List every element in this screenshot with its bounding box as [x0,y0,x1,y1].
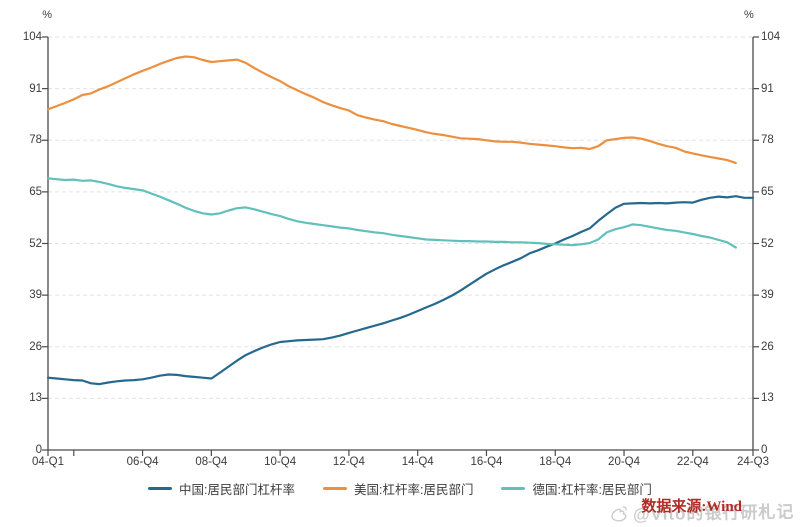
us-line-swatch-icon [323,486,348,490]
legend-label-china: 中国:居民部门杠杆率 [179,482,296,497]
china-line-swatch-icon [148,486,173,490]
series-line-1 [46,55,737,164]
y-label-right-78: 78 [761,134,774,147]
x-label-12-Q4: 12-Q4 [332,456,365,468]
y-label-left-78: 78 [29,134,42,147]
y-label-left-91: 91 [29,82,42,95]
series-line-2 [46,177,737,249]
x-label-16-Q4: 16-Q4 [470,456,503,468]
legend-label-germany: 德国:杠杆率:居民部门 [532,482,652,497]
weibo-watermark: @Vito的银行研札记 [608,497,794,525]
y-label-right-13: 13 [761,392,774,405]
legend-item-china: 中国:居民部门杠杆率 [148,479,295,498]
legend-label-us: 美国:杠杆率:居民部门 [354,482,474,497]
x-label-22-Q4: 22-Q4 [676,456,709,468]
x-label-10-Q4: 10-Q4 [264,456,297,468]
weibo-icon [610,505,627,522]
y-label-right-52: 52 [761,237,774,250]
legend: 中国:居民部门杠杆率 美国:杠杆率:居民部门 德国:杠杆率:居民部门 [0,477,800,499]
y-label-left-26: 26 [29,340,42,353]
line-chart-plot [42,36,759,456]
y-label-left-104: 104 [22,31,42,43]
germany-line-swatch-icon [501,486,526,490]
y-label-left-39: 39 [29,289,42,302]
y-label-left-13: 13 [29,392,42,405]
y-label-right-104: 104 [761,31,781,43]
x-label-04-Q1: 04-Q1 [32,456,64,468]
y-axis-unit-right: % [744,9,754,21]
x-label-18-Q4: 18-Q4 [539,456,572,468]
legend-item-us: 美国:杠杆率:居民部门 [323,479,473,498]
x-label-24-Q3: 24-Q3 [737,456,769,468]
y-label-right-65: 65 [761,185,774,198]
y-label-right-26: 26 [761,340,774,353]
y-label-right-39: 39 [761,289,774,302]
x-label-08-Q4: 08-Q4 [195,456,228,468]
y-label-left-65: 65 [29,185,42,198]
y-label-right-91: 91 [761,82,774,95]
y-label-right-0: 0 [761,444,768,456]
x-label-06-Q4: 06-Q4 [126,456,159,468]
series-line-0 [46,195,755,386]
y-label-left-52: 52 [29,237,42,250]
y-axis-unit-left: % [42,9,52,21]
legend-item-germany: 德国:杠杆率:居民部门 [501,479,652,498]
x-label-20-Q4: 20-Q4 [608,456,641,468]
y-label-left-0: 0 [35,444,42,456]
x-label-14-Q4: 14-Q4 [401,456,434,468]
data-source-note: 数据来源:Wind [641,499,742,515]
